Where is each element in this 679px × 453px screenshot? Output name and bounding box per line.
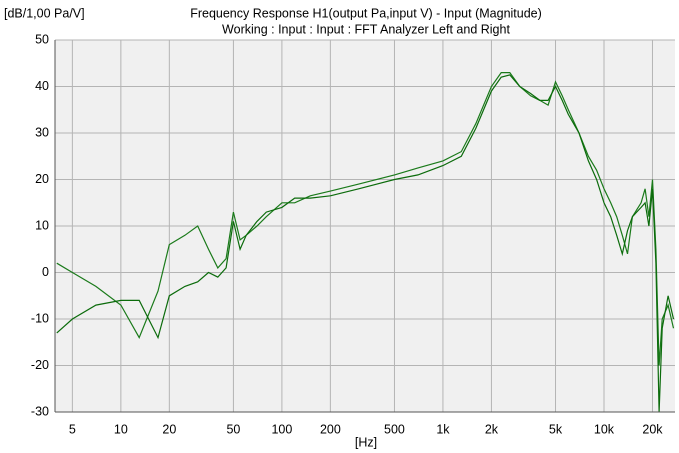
x-tick-label: 5 [69,422,76,436]
x-tick-label: 20 [162,422,176,436]
x-tick-label: 100 [271,422,292,436]
x-tick-label: 20k [642,422,663,436]
line-series [56,74,675,413]
x-tick-label: 5k [549,422,563,436]
x-tick-label: 500 [384,422,405,436]
y-tick-label: -10 [31,311,49,325]
y-tick-label: 40 [35,79,49,93]
lines [56,72,675,413]
chart-subtitle: Working : Input : Input : FFT Analyzer L… [222,22,510,36]
x-tick-label: 10 [114,422,128,436]
y-tick-label: -20 [31,358,49,372]
y-tick-label: 10 [35,218,49,232]
x-tick-label: 200 [320,422,341,436]
y-tick-label: 20 [35,172,49,186]
x-tick-label: 1k [436,422,450,436]
y-axis-label: [dB/1,00 Pa/V] [4,6,85,20]
y-tick-label: 30 [35,125,49,139]
chart-title: Frequency Response H1(output Pa,input V)… [190,6,542,20]
x-tick-label: 2k [485,422,499,436]
y-tick-label: 0 [42,265,49,279]
x-tick-label: 50 [226,422,240,436]
x-axis-label: [Hz] [355,435,377,449]
y-tick-label: 50 [35,32,49,46]
x-tick-label: 10k [594,422,615,436]
y-tick-label: -30 [31,404,49,418]
